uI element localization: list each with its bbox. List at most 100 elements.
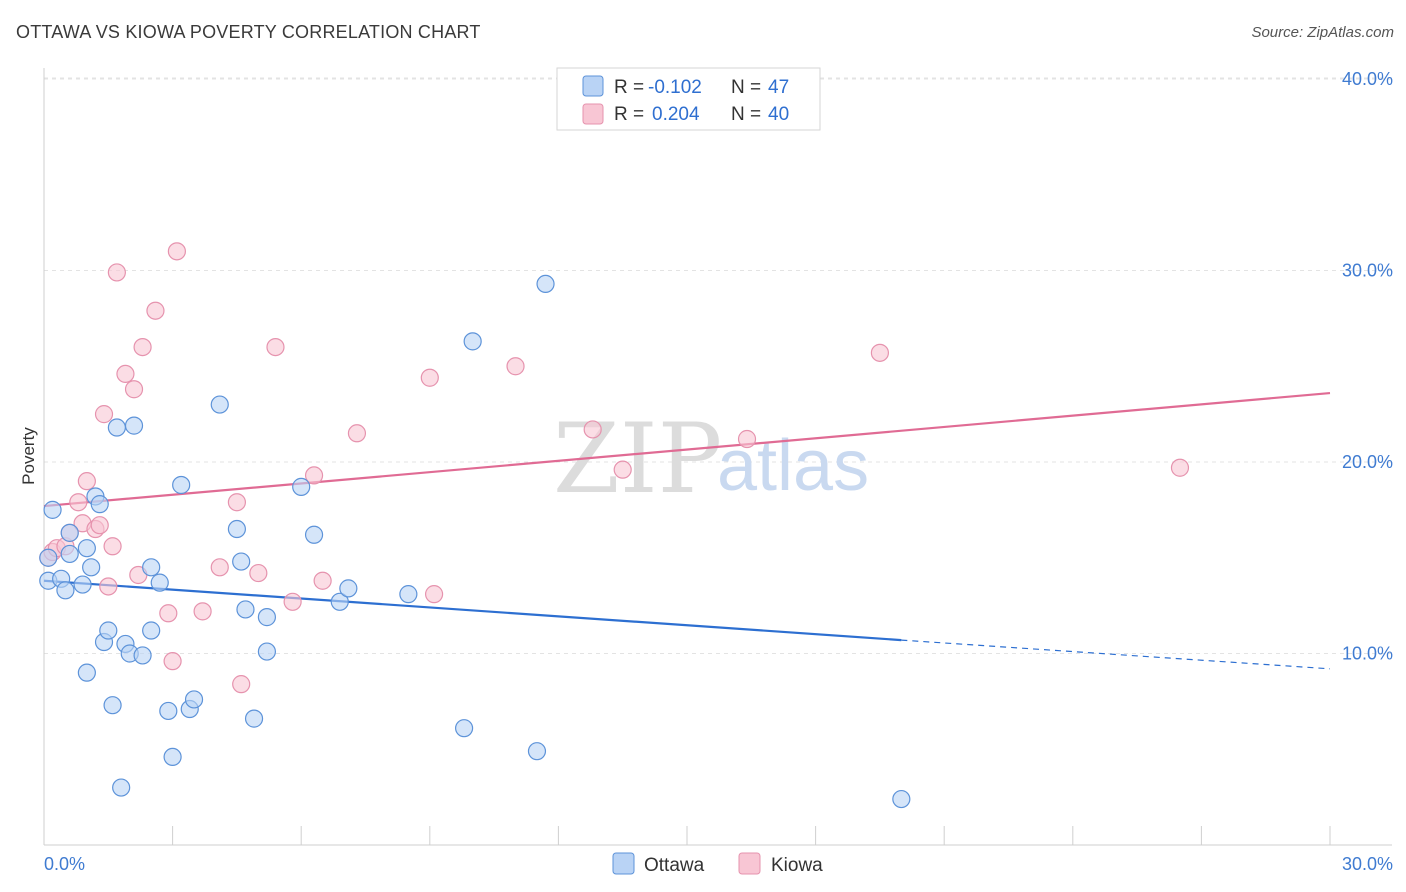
ottawa-point-32 — [244, 709, 264, 728]
ottawa-point-36 — [304, 525, 324, 544]
ottawa-point-24 — [163, 747, 182, 767]
ottawa-point-25 — [172, 475, 191, 495]
kiowa-point-10 — [94, 405, 114, 424]
series-legend-label-kiowa: Kiowa — [771, 855, 823, 876]
kiowa-point-20 — [163, 652, 182, 671]
ottawa-point-30 — [232, 552, 251, 571]
kiowa-point-5 — [69, 493, 88, 512]
ottawa-point-23 — [159, 701, 178, 721]
ottawa-point-41 — [463, 332, 482, 351]
ottawa-point-21 — [142, 621, 161, 640]
x-tick-label-max: 30.0% — [1342, 854, 1393, 874]
x-ticks — [43, 826, 1331, 845]
kiowa-point-24 — [227, 493, 246, 512]
legend-n-label-ottawa: N = — [731, 77, 761, 98]
ottawa-point-14 — [103, 696, 122, 715]
ottawa-point-37 — [330, 592, 349, 611]
kiowa-point-21 — [167, 242, 186, 261]
ottawa-point-4 — [56, 581, 75, 600]
kiowa-point-9 — [90, 516, 109, 535]
axes — [43, 68, 1392, 846]
kiowa-point-28 — [283, 592, 302, 611]
ottawa-point-13 — [99, 621, 118, 640]
kiowa-point-36 — [613, 460, 632, 479]
ottawa-point-45 — [892, 789, 911, 809]
ottawa-point-11 — [90, 495, 109, 514]
ottawa-point-34 — [257, 642, 277, 661]
kiowa-point-30 — [313, 571, 332, 590]
ottawa-point-18 — [124, 416, 144, 435]
kiowa-point-17 — [133, 338, 152, 357]
kiowa-point-18 — [146, 301, 165, 320]
kiowa-point-38 — [870, 343, 890, 362]
y-axis-title: Poverty — [19, 427, 38, 485]
kiowa-point-12 — [103, 537, 122, 556]
kiowa-point-29 — [304, 466, 324, 485]
legend-r-label-kiowa: R = — [614, 104, 644, 125]
legend-r-label-ottawa: R = — [614, 77, 644, 98]
kiowa-point-14 — [116, 364, 135, 384]
legend-n-label-kiowa: N = — [731, 104, 761, 125]
correlation-legend: R = -0.102 N = 47 R = 0.204 N = 40 — [556, 67, 821, 131]
legend-n-value-kiowa: 40 — [768, 104, 789, 125]
ottawa-point-35 — [292, 477, 311, 496]
kiowa-points — [39, 242, 1190, 694]
legend-swatch-ottawa — [582, 75, 604, 97]
y-tick-label-10: 10.0% — [1342, 644, 1393, 664]
ottawa-point-6 — [73, 575, 92, 594]
series-legend: Ottawa Kiowa — [612, 852, 823, 876]
ottawa-point-2 — [43, 500, 62, 519]
chart-title: OTTAWA VS KIOWA POVERTY CORRELATION CHAR… — [16, 22, 481, 42]
kiowa-point-22 — [193, 602, 212, 621]
kiowa-point-23 — [210, 558, 229, 577]
ottawa-trend-line — [43, 579, 902, 642]
ottawa-point-5 — [60, 523, 79, 542]
kiowa-point-39 — [1170, 458, 1190, 477]
y-tick-label-30: 30.0% — [1342, 261, 1393, 281]
kiowa-point-13 — [107, 263, 126, 282]
kiowa-point-15 — [124, 380, 144, 399]
ottawa-point-42 — [527, 742, 547, 761]
trend-lines — [43, 391, 1331, 670]
kiowa-point-33 — [424, 585, 444, 604]
ottawa-point-19 — [133, 646, 152, 665]
ottawa-point-0 — [39, 548, 58, 567]
ottawa-points — [39, 274, 911, 809]
ottawa-point-20 — [142, 558, 161, 577]
legend-r-value-ottawa: -0.102 — [648, 77, 702, 98]
y-tick-label-40: 40.0% — [1342, 69, 1393, 89]
ottawa-point-43 — [536, 274, 555, 294]
ottawa-point-29 — [227, 519, 246, 539]
ottawa-trend-extension — [901, 639, 1331, 670]
kiowa-point-26 — [249, 563, 268, 583]
ottawa-point-46 — [60, 544, 79, 564]
series-legend-label-ottawa: Ottawa — [644, 855, 705, 876]
ottawa-point-31 — [236, 600, 255, 619]
legend-swatch-kiowa — [582, 103, 604, 125]
ottawa-point-38 — [339, 579, 358, 598]
ottawa-point-27 — [184, 690, 204, 709]
ottawa-point-7 — [77, 663, 96, 682]
kiowa-point-37 — [737, 429, 757, 449]
ottawa-point-33 — [257, 608, 277, 627]
ottawa-point-40 — [454, 719, 474, 738]
legend-r-value-kiowa: 0.204 — [652, 104, 700, 125]
ottawa-point-9 — [82, 558, 101, 577]
kiowa-point-7 — [77, 472, 96, 491]
kiowa-point-11 — [99, 577, 118, 596]
y-tick-labels: 10.0% 20.0% 30.0% 40.0% — [1342, 69, 1393, 664]
legend-n-value-ottawa: 47 — [768, 77, 789, 98]
series-legend-swatch-ottawa — [612, 852, 635, 875]
ottawa-point-44 — [112, 778, 131, 797]
kiowa-point-32 — [420, 368, 439, 387]
ottawa-point-28 — [210, 395, 229, 414]
y-tick-label-20: 20.0% — [1342, 452, 1393, 472]
series-legend-swatch-kiowa — [738, 852, 761, 875]
kiowa-point-27 — [266, 338, 285, 357]
kiowa-point-25 — [232, 675, 251, 694]
ottawa-point-15 — [107, 418, 126, 437]
ottawa-point-8 — [77, 539, 96, 558]
kiowa-trend-line — [43, 391, 1331, 508]
kiowa-point-35 — [583, 420, 602, 439]
